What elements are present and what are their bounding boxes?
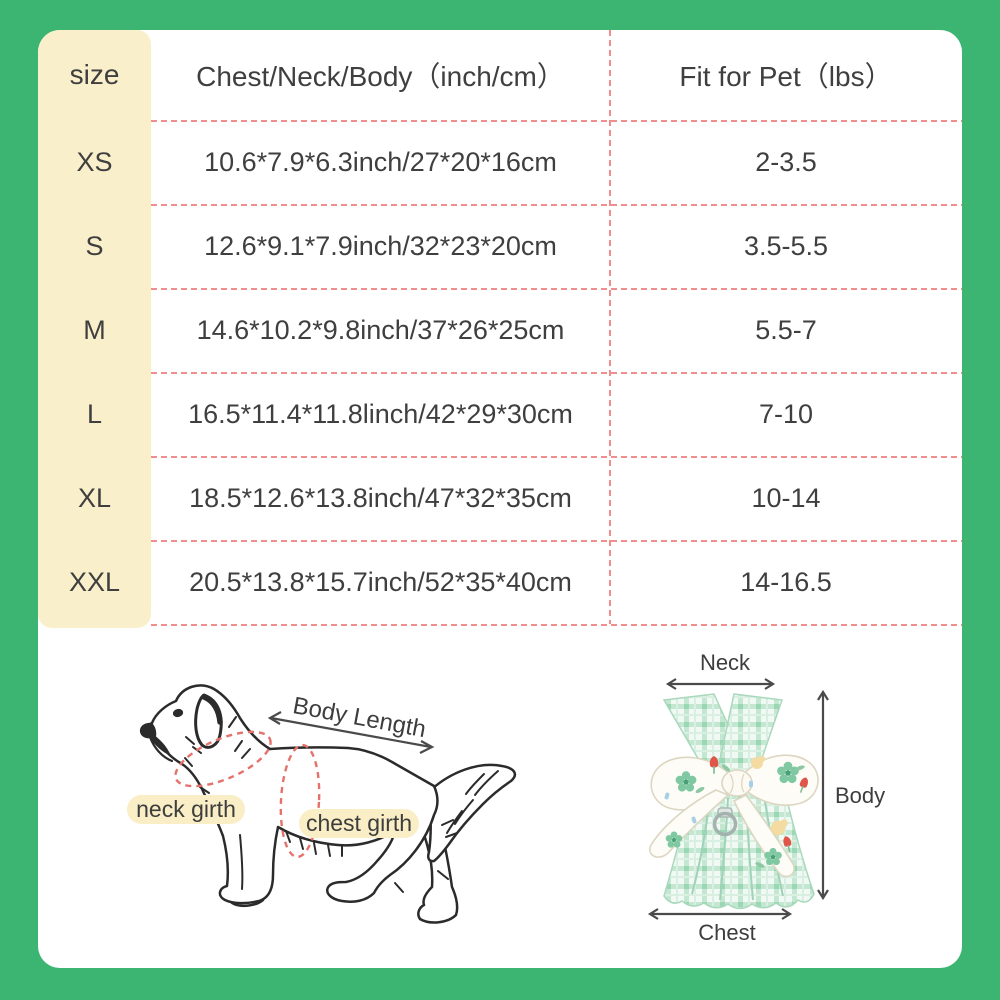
- body-length-label: Body Length: [291, 692, 428, 743]
- table-row-xs: XS 10.6*7.9*6.3inch/27*20*16cm 2-3.5: [38, 120, 962, 204]
- dog-measurement-diagram: Body Length neck girth chest girth: [127, 684, 517, 924]
- fit-cell: 7-10: [758, 398, 814, 429]
- fit-cell: 2-3.5: [755, 146, 817, 177]
- size-label: XL: [77, 482, 112, 513]
- table-row-l: L 16.5*11.4*11.8linch/42*29*30cm 7-10: [38, 372, 962, 456]
- row-divider: [151, 120, 962, 122]
- fit-cell: 14-16.5: [740, 566, 832, 597]
- chest-girth-label: chest girth: [306, 810, 412, 836]
- size-column-background: [38, 30, 151, 628]
- body-length-arrow: [267, 711, 435, 754]
- fit-cell: 3.5-5.5: [743, 230, 829, 261]
- table-row-m: M 14.6*10.2*9.8inch/37*26*25cm 5.5-7: [38, 288, 962, 372]
- fit-cell: 5.5-7: [755, 314, 817, 345]
- fit-cell: 10-14: [751, 482, 821, 513]
- chest-girth-pill: [299, 809, 419, 838]
- header-fit: Fit for Pet（lbs）: [679, 61, 893, 92]
- neck-girth-ellipse: [174, 730, 272, 788]
- size-chart-table: size Chest/Neck/Body（inch/cm） Fit for Pe…: [38, 30, 962, 624]
- table-row-xl: XL 18.5*12.6*13.8inch/47*32*35cm 10-14: [38, 456, 962, 540]
- header-measurements: Chest/Neck/Body（inch/cm）: [196, 61, 565, 92]
- girth-guides: [174, 730, 321, 859]
- row-divider: [151, 624, 962, 626]
- row-divider: [151, 456, 962, 458]
- table-header-row: size Chest/Neck/Body（inch/cm） Fit for Pe…: [38, 30, 962, 120]
- measure-cell: 14.6*10.2*9.8inch/37*26*25cm: [196, 314, 565, 345]
- size-label: L: [86, 398, 103, 429]
- skirt-pleats: [691, 795, 784, 901]
- dress-illustration: [649, 693, 819, 910]
- neck-girth-pill: [127, 795, 245, 824]
- d-ring: [712, 811, 738, 837]
- measure-cell: 16.5*11.4*11.8linch/42*29*30cm: [188, 398, 573, 429]
- size-label: XXL: [68, 566, 121, 597]
- dress-measure-arrows: [647, 678, 829, 920]
- dress-chest-label: Chest: [698, 920, 755, 945]
- neck-girth-label: neck girth: [136, 796, 236, 822]
- size-label: S: [85, 230, 104, 261]
- header-size: size: [69, 59, 120, 90]
- table-row-xxl: XXL 20.5*13.8*15.7inch/52*35*40cm 14-16.…: [38, 540, 962, 624]
- content-panel: size Chest/Neck/Body（inch/cm） Fit for Pe…: [38, 30, 962, 968]
- size-label: M: [83, 314, 106, 345]
- measure-cell: 12.6*9.1*7.9inch/32*23*20cm: [204, 230, 557, 261]
- row-divider: [151, 540, 962, 542]
- size-label: XS: [76, 146, 113, 177]
- row-divider: [151, 204, 962, 206]
- dress-measurement-diagram: Neck Body Chest: [647, 650, 885, 945]
- dress-neck-label: Neck: [700, 650, 751, 675]
- row-divider: [151, 372, 962, 374]
- row-divider: [151, 288, 962, 290]
- measure-cell: 20.5*13.8*15.7inch/52*35*40cm: [189, 566, 572, 597]
- measure-cell: 18.5*12.6*13.8inch/47*32*35cm: [189, 482, 572, 513]
- dress-body-label: Body: [835, 783, 885, 808]
- chest-girth-ellipse: [279, 743, 321, 859]
- table-row-s: S 12.6*9.1*7.9inch/32*23*20cm 3.5-5.5: [38, 204, 962, 288]
- measure-cell: 10.6*7.9*6.3inch/27*20*16cm: [204, 146, 557, 177]
- column-divider: [609, 30, 611, 624]
